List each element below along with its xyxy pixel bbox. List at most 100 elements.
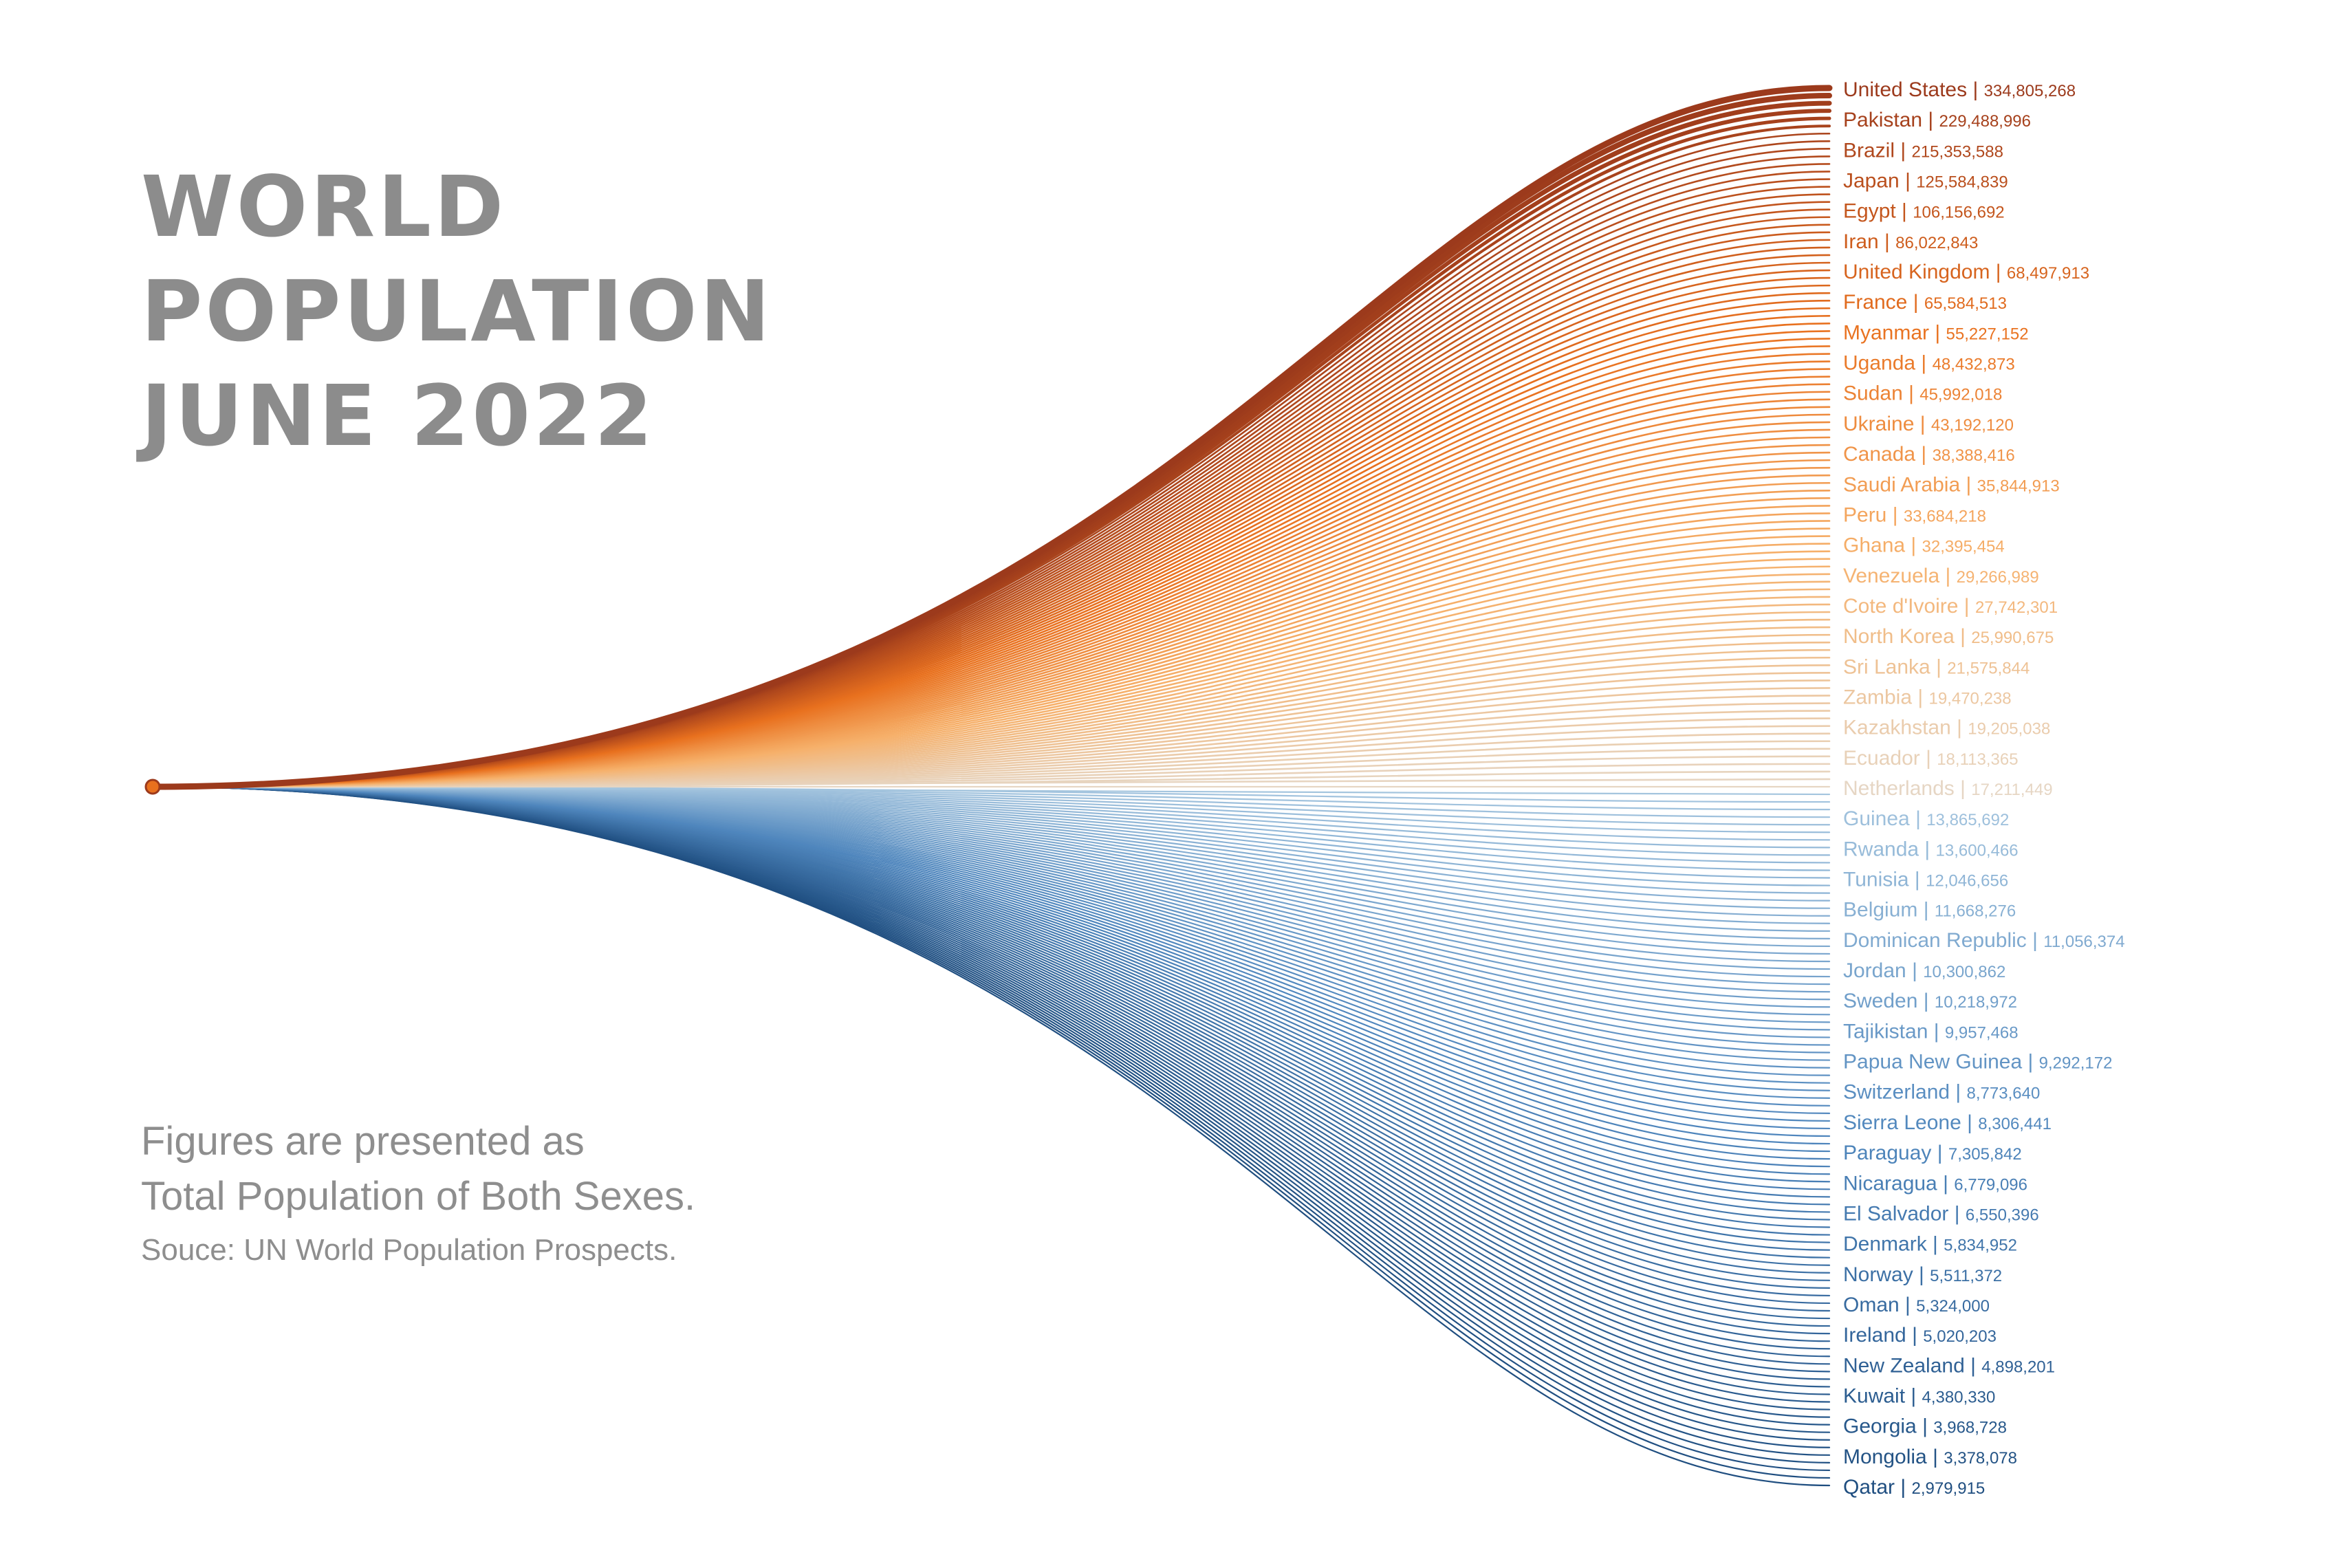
country-population: 11,056,374 xyxy=(2043,933,2124,951)
country-name: Nicaragua | xyxy=(1843,1172,1954,1195)
country-population: 8,306,441 xyxy=(1978,1115,2052,1133)
country-population: 5,834,952 xyxy=(1944,1237,2017,1255)
country-population: 25,990,675 xyxy=(1971,629,2054,647)
country-name: Kuwait | xyxy=(1843,1384,1922,1407)
country-population: 8,773,640 xyxy=(1967,1085,2041,1103)
country-label: Nicaragua | 6,779,096 xyxy=(1843,1172,2027,1195)
country-label: United States | 334,805,268 xyxy=(1843,78,2076,101)
country-name: Japan | xyxy=(1843,170,1916,193)
country-label: Canada | 38,388,416 xyxy=(1843,443,2015,466)
country-name: Ecuador | xyxy=(1843,747,1937,770)
note-line-2: Total Population of Both Sexes. xyxy=(141,1174,696,1219)
country-population: 32,395,454 xyxy=(1922,538,2005,556)
country-label: Qatar | 2,979,915 xyxy=(1843,1476,1985,1499)
country-population: 4,380,330 xyxy=(1922,1388,1996,1406)
country-name: Norway | xyxy=(1843,1263,1930,1286)
country-population: 48,432,873 xyxy=(1933,356,2015,374)
title-block: WORLD POPULATION JUNE 2022 xyxy=(141,155,773,468)
country-name: Venezuela | xyxy=(1843,565,1957,587)
country-population: 215,353,588 xyxy=(1911,142,2003,161)
country-name: Tunisia | xyxy=(1843,869,1926,891)
title-line-2: POPULATION xyxy=(141,263,773,360)
country-population: 21,575,844 xyxy=(1947,659,2030,677)
country-population: 86,022,843 xyxy=(1895,234,1978,252)
country-label: Switzerland | 8,773,640 xyxy=(1843,1081,2040,1104)
country-name: Ukraine | xyxy=(1843,413,1931,435)
note-line-1: Figures are presented as xyxy=(141,1119,585,1164)
country-population: 35,844,913 xyxy=(1977,477,2060,495)
country-label: Kuwait | 4,380,330 xyxy=(1843,1384,1995,1407)
country-name: United Kingdom | xyxy=(1843,261,2007,283)
country-label: Guinea | 13,865,692 xyxy=(1843,807,2009,830)
country-name: Zambia | xyxy=(1843,686,1929,708)
country-population: 5,020,203 xyxy=(1923,1327,1997,1346)
country-population: 12,046,656 xyxy=(1926,872,2008,891)
country-label: Ecuador | 18,113,365 xyxy=(1843,747,2019,770)
country-name: Papua New Guinea | xyxy=(1843,1051,2039,1074)
country-population: 5,511,372 xyxy=(1930,1267,2002,1285)
country-population: 68,497,913 xyxy=(2007,264,2089,283)
country-population: 106,156,692 xyxy=(1913,204,2004,222)
country-label: Brazil | 215,353,588 xyxy=(1843,139,2003,162)
country-name: Peru | xyxy=(1843,503,1904,526)
country-label: Netherlands | 17,211,449 xyxy=(1843,777,2053,800)
country-population: 229,488,996 xyxy=(1939,112,2031,131)
country-label: Japan | 125,584,839 xyxy=(1843,170,2008,193)
country-name: Belgium | xyxy=(1843,899,1935,922)
country-name: Denmark | xyxy=(1843,1233,1944,1256)
country-label: Belgium | 11,668,276 xyxy=(1843,899,2016,922)
population-line xyxy=(151,785,1831,803)
title-line-3: JUNE 2022 xyxy=(141,367,655,465)
country-name: France | xyxy=(1843,291,1924,314)
country-name: Ireland | xyxy=(1843,1324,1923,1347)
country-population: 33,684,218 xyxy=(1904,507,1986,525)
country-label: North Korea | 25,990,675 xyxy=(1843,625,2054,648)
country-population: 5,324,000 xyxy=(1916,1297,1990,1316)
source-note: Souce: UN World Population Prospects. xyxy=(141,1233,677,1267)
country-label: Papua New Guinea | 9,292,172 xyxy=(1843,1051,2112,1074)
country-label: Egypt | 106,156,692 xyxy=(1843,200,2005,223)
population-line xyxy=(151,785,1831,1411)
country-name: Rwanda | xyxy=(1843,838,1936,860)
country-label: Denmark | 5,834,952 xyxy=(1843,1233,2017,1256)
country-name: Netherlands | xyxy=(1843,777,1971,800)
country-name: New Zealand | xyxy=(1843,1354,1981,1377)
country-label: Ireland | 5,020,203 xyxy=(1843,1324,1997,1347)
country-name: United States | xyxy=(1843,78,1984,101)
country-label: Myanmar | 55,227,152 xyxy=(1843,321,2029,344)
country-label: Uganda | 48,432,873 xyxy=(1843,352,2015,375)
country-population: 19,470,238 xyxy=(1929,689,2012,708)
population-line xyxy=(151,785,1831,1395)
country-name: Pakistan | xyxy=(1843,109,1939,131)
country-population: 18,113,365 xyxy=(1937,750,2018,769)
country-name: Dominican Republic | xyxy=(1843,929,2043,952)
country-labels: United States | 334,805,268 Pakistan | 22… xyxy=(1843,78,2125,1499)
country-label: France | 65,584,513 xyxy=(1843,291,2007,314)
country-label: Pakistan | 229,488,996 xyxy=(1843,109,2031,131)
country-label: United Kingdom | 68,497,913 xyxy=(1843,261,2089,283)
country-label: El Salvador | 6,550,396 xyxy=(1843,1202,2039,1225)
country-population: 4,898,201 xyxy=(1981,1358,2055,1376)
country-name: Guinea | xyxy=(1843,807,1926,830)
note-block: Figures are presented as Total Populatio… xyxy=(141,1114,695,1272)
country-population: 65,584,513 xyxy=(1924,294,2007,313)
country-label: Tunisia | 12,046,656 xyxy=(1843,869,2008,891)
country-population: 43,192,120 xyxy=(1931,416,2014,435)
country-label: Norway | 5,511,372 xyxy=(1843,1263,2002,1286)
country-name: Ghana | xyxy=(1843,534,1922,557)
country-name: Paraguay | xyxy=(1843,1142,1948,1164)
country-label: Zambia | 19,470,238 xyxy=(1843,686,2012,708)
population-lines xyxy=(149,85,1833,1487)
country-label: Kazakhstan | 19,205,038 xyxy=(1843,717,2050,739)
country-name: Kazakhstan | xyxy=(1843,717,1968,739)
country-label: Sierra Leone | 8,306,441 xyxy=(1843,1111,2052,1134)
country-name: Jordan | xyxy=(1843,959,1923,982)
country-name: Qatar | xyxy=(1843,1476,1912,1499)
country-population: 9,957,468 xyxy=(1945,1023,2019,1042)
country-population: 29,266,989 xyxy=(1957,568,2039,587)
country-name: Canada | xyxy=(1843,443,1933,466)
country-name: Sierra Leone | xyxy=(1843,1111,1978,1134)
population-line xyxy=(151,785,1831,1168)
country-name: Sudan | xyxy=(1843,382,1919,405)
